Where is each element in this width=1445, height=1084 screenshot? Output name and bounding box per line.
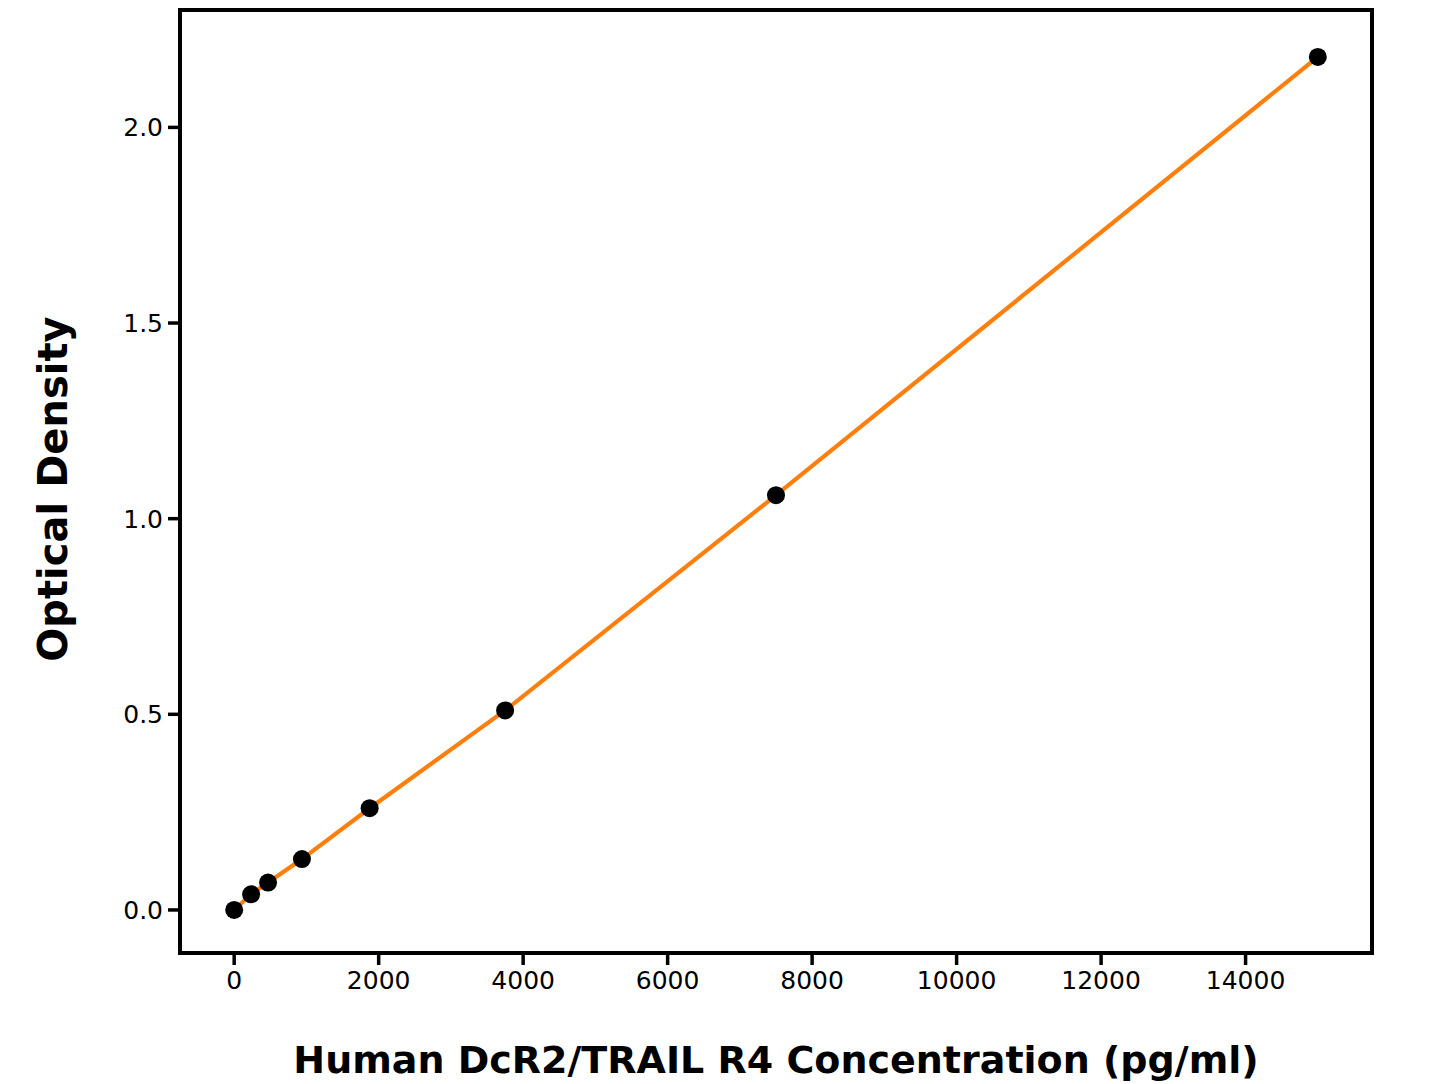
data-point-marker: [293, 850, 311, 868]
data-point-marker: [242, 885, 260, 903]
y-tick-label: 0.5: [123, 700, 163, 729]
standard-curve-chart: 0 2000 4000 6000 8000 10000 12000 14000 0.0 0.5 1.…: [0, 0, 1445, 1084]
x-tick-label: 2000: [347, 966, 411, 995]
y-tick-label: 2.0: [123, 113, 163, 142]
x-tick-label: 12000: [1061, 966, 1141, 995]
data-point-marker: [361, 799, 379, 817]
elisa-standard-curve-figure: 0 2000 4000 6000 8000 10000 12000 14000 0.0 0.5 1.…: [0, 0, 1445, 1084]
data-point-marker: [259, 874, 277, 892]
x-tick-label: 6000: [636, 966, 700, 995]
x-tick-label: 14000: [1206, 966, 1286, 995]
x-tick-label: 4000: [491, 966, 555, 995]
data-point-marker: [225, 901, 243, 919]
y-axis-label: Optical Density: [33, 316, 73, 661]
x-axis-label: Human DcR2/TRAIL R4 Concentration (pg/ml…: [180, 1041, 1372, 1079]
y-tick-label: 0.0: [123, 896, 163, 925]
x-tick-label: 0: [226, 966, 242, 995]
y-tick-label: 1.5: [123, 309, 163, 338]
standard-curve-line: [234, 57, 1318, 910]
y-tick-label: 1.0: [123, 505, 163, 534]
data-point-marker: [496, 701, 514, 719]
axes-spines: [180, 10, 1372, 953]
data-point-marker: [1309, 48, 1327, 66]
x-tick-label: 8000: [780, 966, 844, 995]
x-tick-label: 10000: [917, 966, 997, 995]
data-point-marker: [767, 486, 785, 504]
